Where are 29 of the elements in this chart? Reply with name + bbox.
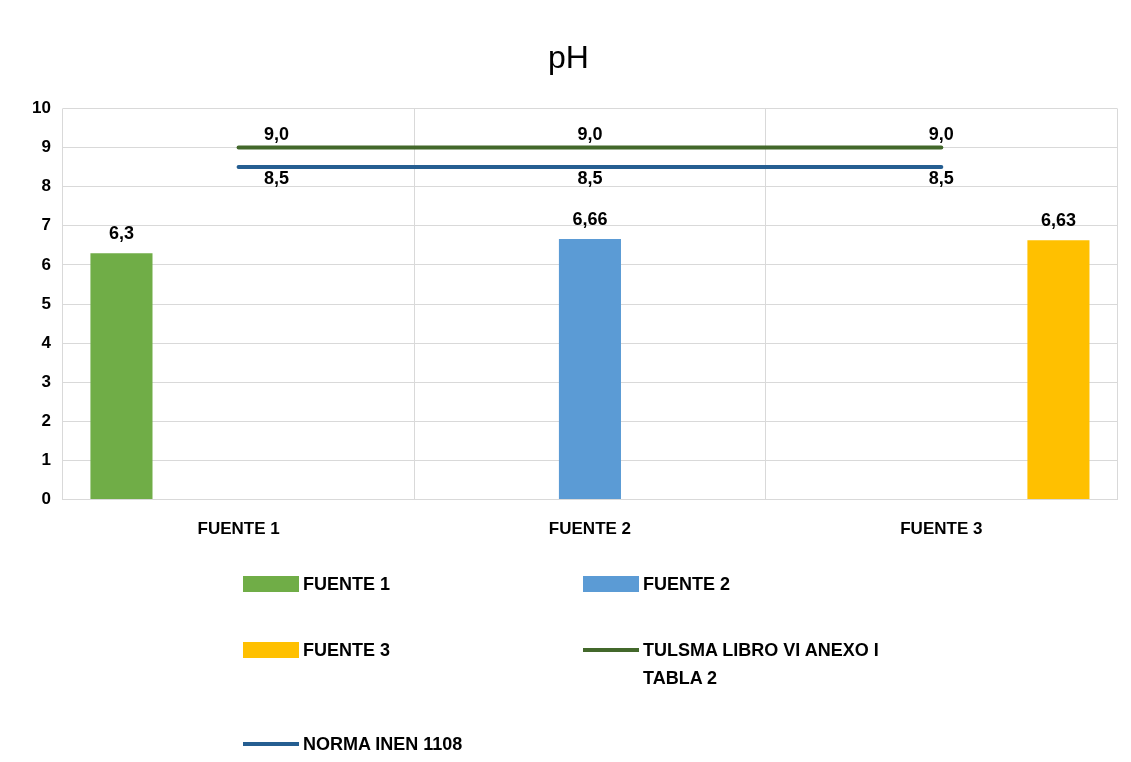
- data-label: 6,63: [1040, 210, 1076, 231]
- y-tick-label: 0: [41, 489, 51, 509]
- data-label: 9,0: [928, 124, 954, 145]
- data-label: 8,5: [577, 168, 603, 189]
- data-label: 9,0: [577, 124, 603, 145]
- legend-label: FUENTE 1: [303, 573, 391, 596]
- y-tick-label: 5: [41, 293, 51, 313]
- y-tick-label: 3: [41, 371, 51, 391]
- data-label: 6,66: [572, 209, 608, 230]
- y-tick-label: 7: [41, 215, 51, 235]
- x-tick-label: FUENTE 2: [548, 519, 632, 539]
- data-label: 8,5: [264, 168, 290, 189]
- data-label: 8,5: [928, 168, 954, 189]
- data-label: 9,0: [264, 124, 290, 145]
- chart-title: pH: [548, 39, 589, 76]
- x-tick-label: FUENTE 1: [197, 519, 280, 539]
- y-tick-label: 2: [41, 411, 51, 431]
- legend-label: NORMA INEN 1108: [303, 733, 464, 756]
- legend-label: FUENTE 2: [643, 573, 731, 596]
- y-tick-label: 6: [41, 254, 51, 274]
- data-label: 6,3: [108, 223, 134, 244]
- y-tick-label: 4: [41, 332, 52, 352]
- legend-label: FUENTE 3: [303, 639, 391, 662]
- y-tick-label: 8: [41, 176, 51, 196]
- x-tick-label: FUENTE 3: [900, 519, 983, 539]
- y-tick-label: 9: [41, 137, 51, 157]
- legend-label: TULSMA LIBRO VI ANEXO I TABLA 2: [643, 639, 880, 690]
- y-tick-label: 10: [31, 98, 51, 118]
- y-tick-label: 1: [41, 450, 51, 470]
